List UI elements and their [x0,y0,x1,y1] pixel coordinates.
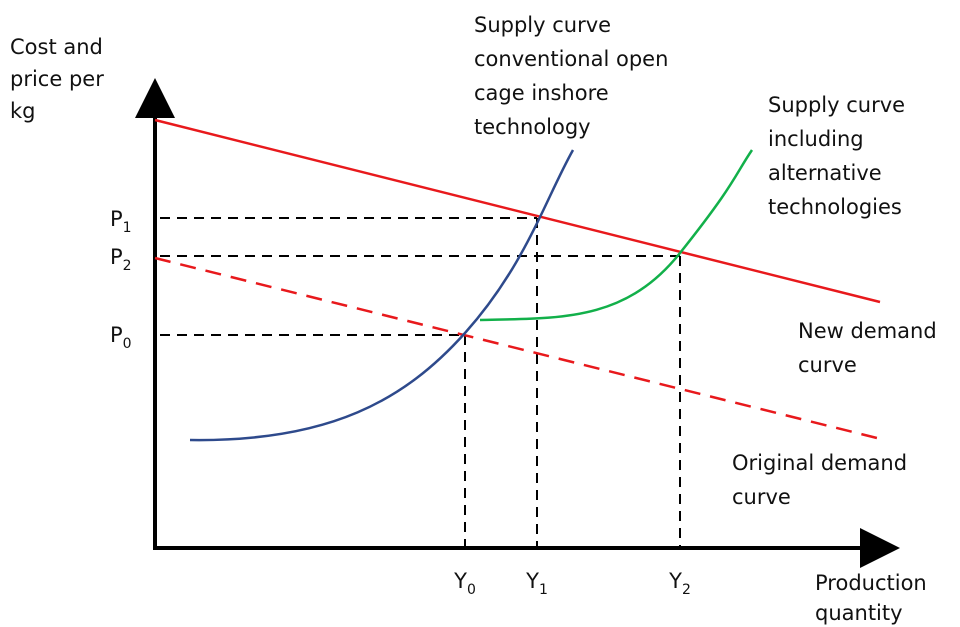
letter: P [110,245,123,269]
label: Supply curve [474,13,611,37]
label: technologies [768,195,902,219]
subscript: 1 [539,582,548,598]
axis-marker-label: Y1 [525,569,548,598]
subscript: 2 [123,258,132,274]
label: alternative [768,161,882,185]
label: Cost and [10,35,103,59]
letter: Y [453,569,467,593]
new-demand-curve [154,118,881,304]
labels: Cost and price per kg Production quantity Sup… [10,13,937,625]
label: conventional open [474,47,668,71]
supply-curve-conventional [189,149,575,442]
subscript: 1 [123,220,132,236]
letter: Y [525,569,539,593]
axis-marker-label: P2 [110,245,132,274]
guide-lines [160,217,681,548]
label: kg [10,99,36,123]
label: price per [10,67,104,91]
label: Original demand [732,451,907,475]
label: cage inshore [474,81,609,105]
label: curve [732,485,791,509]
supply-curve-alternative [479,149,754,322]
subscript: 0 [467,582,476,598]
label: curve [798,353,857,377]
label: Supply curve [768,93,905,117]
axis-marker-label: Y2 [668,569,691,598]
letter: P [110,207,123,231]
label: technology [474,115,591,139]
original-demand-curve [154,256,886,442]
subscript: 2 [682,582,691,598]
letter: P [110,323,123,347]
label: New demand [798,319,937,343]
label: Production [815,571,927,595]
label: quantity [815,601,903,625]
subscript: 0 [123,336,132,352]
axis-marker-label: Y0 [453,569,476,598]
axis-marker-label: P0 [110,323,132,352]
letter: Y [668,569,682,593]
axis-marker-label: P1 [110,207,132,236]
label: including [768,127,864,151]
